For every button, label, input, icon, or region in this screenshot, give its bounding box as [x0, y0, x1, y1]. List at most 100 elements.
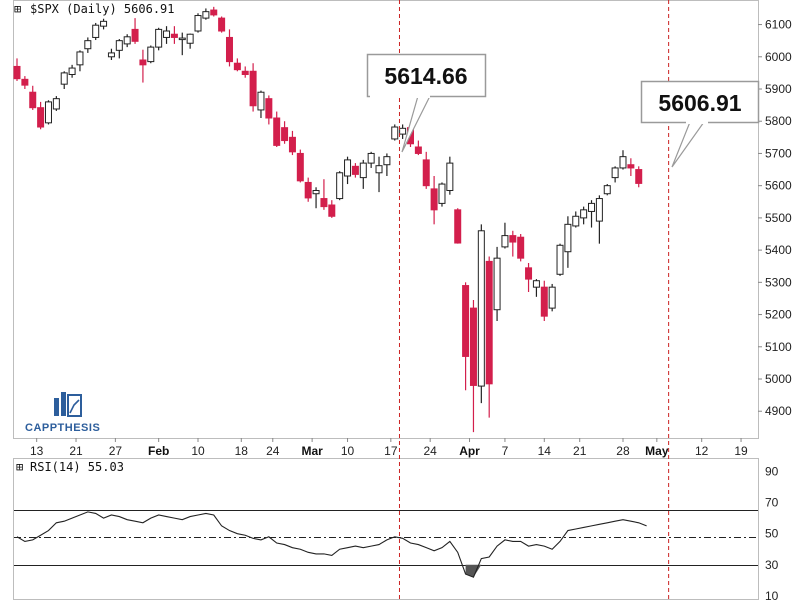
- candle-body: [367, 152, 375, 164]
- candle-body: [76, 51, 84, 66]
- x-axis: 13 21 27 Feb 10 18 24 Mar 10 17 24 Apr 7 14 21 28 May 12 1…: [30, 438, 748, 458]
- price-y-tick-label: 5400: [765, 243, 792, 257]
- candle-body: [44, 101, 52, 124]
- candle-body: [446, 162, 454, 192]
- candle-body: [320, 198, 328, 208]
- candle-body: [595, 198, 603, 222]
- candle-body: [414, 146, 422, 154]
- candle-body: [186, 33, 194, 44]
- candle-body: [532, 280, 540, 288]
- price-panel-title-text: $SPX (Daily) 5606.91: [30, 2, 175, 16]
- candle-body: [131, 28, 139, 42]
- candle-body: [328, 204, 336, 217]
- candle-body: [359, 162, 367, 179]
- x-tick-label: 19: [734, 444, 748, 458]
- price-panel-title: ⊞ $SPX (Daily) 5606.91: [14, 2, 175, 16]
- price-y-tick-label: 5800: [765, 114, 792, 128]
- callout-left-value: 5614.66: [384, 63, 467, 89]
- candle-body: [469, 307, 477, 386]
- candlestick-series: [13, 6, 643, 433]
- rsi-y-tick-label: 10: [765, 589, 779, 600]
- candle-body: [548, 286, 556, 309]
- candle-body: [29, 91, 37, 109]
- candle-body: [265, 98, 273, 119]
- candle-body: [603, 185, 611, 195]
- candle-body: [304, 181, 312, 199]
- candle-body: [273, 117, 281, 146]
- rsi-y-tick-label: 30: [765, 558, 779, 572]
- candle-body: [391, 126, 399, 140]
- x-tick-label: Mar: [301, 444, 323, 458]
- candle-body: [611, 167, 619, 179]
- candle-body: [564, 223, 572, 253]
- candle-body: [210, 9, 218, 16]
- price-y-tick-label: 5200: [765, 308, 792, 322]
- x-tick-label: 10: [341, 444, 355, 458]
- price-y-tick-label: 5900: [765, 82, 792, 96]
- candle-body: [147, 46, 155, 63]
- x-tick-label: 24: [266, 444, 280, 458]
- x-tick-label: 12: [695, 444, 709, 458]
- candle-body: [296, 152, 304, 182]
- x-tick-label: 27: [109, 444, 123, 458]
- candle-body: [383, 156, 391, 166]
- candle-body: [115, 40, 123, 51]
- candle-body: [225, 36, 233, 63]
- candle-body: [233, 62, 241, 71]
- rsi-title-icon: ⊞: [16, 460, 23, 474]
- candle-body: [281, 127, 289, 142]
- x-tick-label: 13: [30, 444, 44, 458]
- rsi-panel-title: ⊞ RSI(14) 55.03: [16, 460, 124, 474]
- price-y-tick-label: 5000: [765, 372, 792, 386]
- candle-body: [52, 98, 60, 110]
- candle-body: [635, 169, 643, 184]
- candle-body: [438, 183, 446, 204]
- candle-body: [556, 244, 564, 275]
- candle-body: [202, 11, 210, 19]
- candle-body: [21, 78, 29, 86]
- candle-body: [430, 188, 438, 211]
- candle-body: [139, 59, 147, 66]
- candle-body: [218, 17, 226, 32]
- candle-body: [501, 235, 509, 248]
- price-y-tick-label: 5500: [765, 211, 792, 225]
- price-y-tick-label: 5700: [765, 146, 792, 160]
- callout-left: 5614.66: [366, 53, 487, 153]
- rsi-y-tick-label: 90: [765, 464, 779, 478]
- candle-body: [588, 202, 596, 212]
- candle-body: [351, 165, 359, 175]
- candle-body: [163, 30, 171, 38]
- candle-body: [344, 159, 352, 177]
- price-y-tick-label: 6100: [765, 18, 792, 32]
- candle-body: [580, 209, 588, 219]
- candle-body: [288, 136, 296, 153]
- rsi-panel-title-text: RSI(14) 55.03: [30, 460, 124, 474]
- x-tick-label: Feb: [148, 444, 169, 458]
- rsi-panel-frame: [13, 458, 759, 600]
- candle-body: [241, 70, 249, 76]
- candle-body: [107, 52, 115, 58]
- logo-text: CAPPTHESIS: [25, 422, 100, 434]
- candle-body: [100, 20, 108, 27]
- rsi-series: [16, 511, 647, 578]
- candle-body: [68, 67, 76, 76]
- x-tick-label: Apr: [459, 444, 480, 458]
- candle-body: [13, 65, 21, 80]
- candle-body: [194, 15, 202, 32]
- rsi-y-axis: 10 30 50 70 90: [765, 464, 779, 600]
- price-y-tick-label: 5600: [765, 179, 792, 193]
- x-tick-label: May: [645, 444, 669, 458]
- callout-right: 5606.91: [640, 80, 760, 168]
- x-tick-label: 10: [191, 444, 205, 458]
- callout-left-box: [366, 53, 487, 98]
- candle-body: [477, 230, 485, 387]
- candle-body: [540, 286, 548, 317]
- x-tick-label: 14: [538, 444, 552, 458]
- candle-body: [509, 235, 517, 243]
- candle-body: [517, 236, 525, 259]
- x-tick-label: 28: [616, 444, 630, 458]
- candle-body: [257, 91, 265, 111]
- candle-body: [336, 172, 344, 200]
- rsi-y-tick-label: 70: [765, 496, 779, 510]
